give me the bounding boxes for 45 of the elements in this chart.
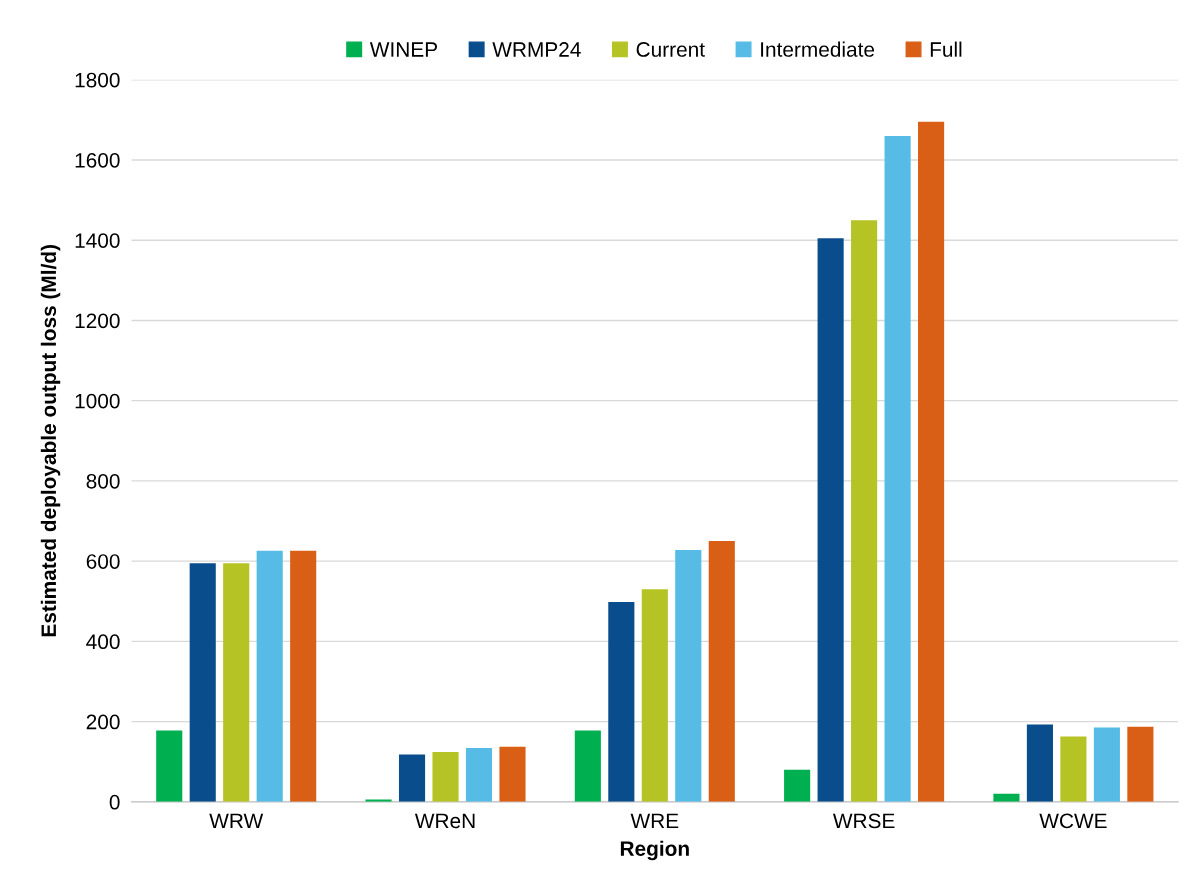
x-tick-label: WRSE	[832, 813, 895, 829]
bar	[432, 752, 459, 802]
bar	[608, 602, 635, 802]
x-axis-title: Region	[620, 840, 689, 861]
y-tick-label: 600	[86, 554, 120, 569]
x-tick-label: WCWE	[1039, 813, 1107, 829]
x-tick-label: WRW	[209, 813, 264, 829]
y-tick-label: 400	[86, 634, 120, 650]
bar	[223, 563, 250, 802]
legend-label: Intermediate	[761, 41, 875, 57]
y-tick-label: 200	[86, 714, 120, 730]
bar	[465, 748, 493, 802]
bar	[1026, 724, 1053, 802]
y-tick-label: 1400	[75, 233, 120, 248]
bar	[708, 541, 735, 802]
bar	[290, 550, 317, 802]
bar	[784, 769, 811, 802]
x-tick-label: WReN	[414, 813, 475, 829]
y-tick-label: 1200	[75, 313, 120, 329]
bar	[1060, 736, 1087, 802]
y-tick-label: 0	[109, 794, 120, 810]
bar	[156, 730, 183, 802]
bar	[884, 135, 911, 802]
bar	[189, 563, 216, 802]
legend-label: Current	[636, 42, 705, 57]
y-tick-label: 1800	[75, 72, 120, 88]
bar	[641, 589, 668, 802]
y-tick-label: 1000	[75, 393, 120, 409]
bar	[817, 238, 844, 802]
bar	[1127, 726, 1154, 802]
x-tick-label: WRE	[630, 813, 679, 829]
y-tick-label: 800	[86, 473, 120, 489]
legend-label: WINEP	[369, 42, 437, 57]
bar	[499, 746, 526, 802]
legend-label: WRMP24	[492, 42, 581, 57]
bar	[574, 730, 601, 802]
bar	[675, 549, 702, 802]
y-axis-title: Estimated deployable output loss (Ml/d)	[40, 245, 61, 637]
bar	[851, 220, 878, 802]
y-tick-label: 1600	[75, 152, 120, 168]
bar	[1093, 727, 1120, 802]
legend-label: Full	[930, 41, 962, 57]
bar	[256, 550, 283, 802]
bar	[398, 754, 426, 802]
bar	[918, 121, 945, 802]
